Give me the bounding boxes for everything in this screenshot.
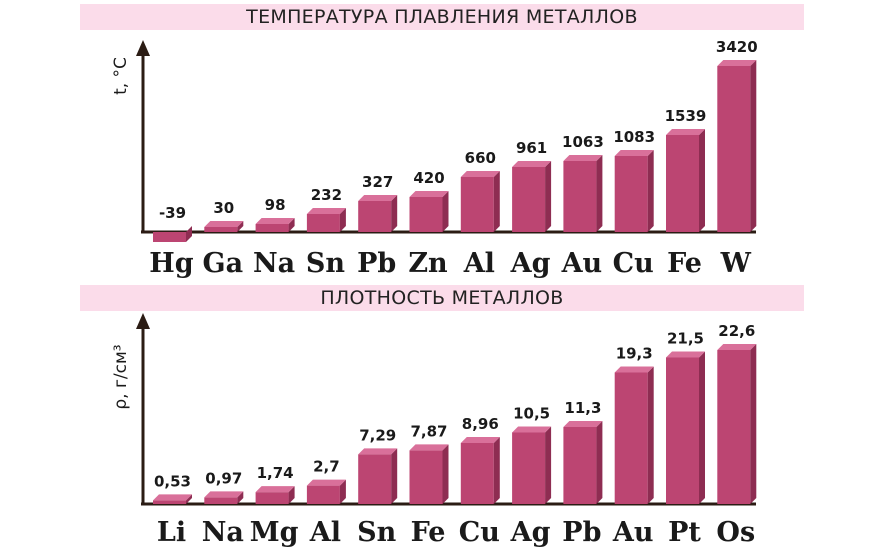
melting-value-label: 3420 (716, 38, 758, 56)
melting-category-label: Al (463, 248, 495, 279)
melting-y-axis-label: t, °C (111, 57, 131, 95)
melting-value-label: 98 (265, 196, 286, 214)
melting-category-label: Hg (149, 248, 194, 279)
melting-value-label: 232 (311, 186, 342, 204)
density-value-label: 2,7 (313, 458, 340, 476)
melting-category-label: Cu (613, 248, 654, 279)
density-category-label: Pb (562, 517, 601, 548)
density-y-axis-label: ρ, г/см³ (111, 344, 131, 409)
density-value-label: 7,87 (410, 422, 447, 440)
chart-title-melting: ТЕМПЕРАТУРА ПЛАВЛЕНИЯ МЕТАЛЛОВ (80, 4, 804, 30)
melting-bar-Pb (358, 195, 398, 232)
density-category-label: Au (612, 517, 654, 548)
melting-value-label: -39 (159, 204, 186, 222)
density-category-label: Ag (510, 517, 551, 548)
melting-bar-Cu (614, 150, 654, 232)
density-bar-Na (204, 491, 244, 504)
melting-category-label: Pb (357, 248, 396, 279)
melting-value-label: 1063 (562, 133, 604, 151)
density-bar-Pb (563, 421, 603, 504)
melting-bar-W (717, 60, 757, 232)
density-value-label: 21,5 (667, 329, 704, 347)
density-bar-Al (306, 479, 346, 504)
density-bar-Pt (666, 351, 705, 504)
density-bar-Os (717, 344, 757, 504)
density-value-label: 8,96 (462, 415, 499, 433)
density-category-label: Cu (459, 517, 500, 548)
melting-value-label: 961 (516, 139, 547, 157)
density-bar-Mg (255, 486, 295, 504)
melting-value-label: 1083 (613, 128, 655, 146)
density-value-label: 7,29 (359, 426, 396, 444)
melting-bar-Fe (666, 129, 705, 232)
melting-category-label: Ga (203, 248, 244, 279)
melting-category-label: Na (253, 248, 295, 279)
density-category-label: Pt (668, 517, 701, 548)
melting-bar-Au (563, 155, 603, 232)
melting-value-label: 660 (465, 149, 496, 167)
density-value-label: 1,74 (257, 464, 294, 482)
density-value-label: 10,5 (513, 404, 550, 422)
density-category-label: Al (309, 517, 341, 548)
melting-value-label: 30 (213, 199, 234, 217)
density-bar-Fe (409, 444, 449, 504)
density-category-label: Li (157, 517, 186, 548)
melting-bar-Sn (306, 208, 346, 232)
density-bar-Ag (512, 426, 552, 504)
melting-value-label: 327 (362, 173, 393, 191)
density-bar-Sn (358, 448, 398, 504)
density-value-label: 22,6 (718, 322, 755, 340)
density-category-label: Os (716, 517, 755, 548)
density-category-label: Fe (411, 517, 446, 548)
melting-category-label: Sn (306, 248, 345, 279)
melting-point-chart: t, °C -39 Hg 30 Ga 98 Na 232 Sn 327 Pb 420 Zn 660 Al 96… (111, 38, 758, 279)
density-chart: ρ, г/см³ 0,53 Li 0,97 Na 1,74 Mg 2,7 Al 7,29 Sn 7,8… (111, 313, 757, 548)
melting-bar-Ga (204, 221, 244, 232)
melting-bar-Zn (409, 191, 449, 232)
density-value-label: 11,3 (564, 399, 601, 417)
density-bar-Cu (460, 436, 500, 504)
melting-y-axis-arrow (136, 40, 150, 56)
density-category-label: Mg (250, 517, 299, 548)
density-bar-Au (614, 366, 654, 504)
melting-bar-Na (255, 218, 295, 232)
melting-value-label: 420 (413, 169, 444, 187)
density-y-axis-arrow (136, 313, 150, 329)
melting-category-label: Zn (408, 248, 448, 279)
density-value-label: 0,53 (154, 472, 191, 490)
melting-value-label: 1539 (665, 107, 707, 125)
density-value-label: 19,3 (616, 344, 653, 362)
melting-category-label: Ag (510, 248, 551, 279)
melting-bar-Hg (153, 226, 192, 242)
density-category-label: Sn (357, 517, 396, 548)
density-value-label: 0,97 (205, 469, 242, 487)
density-bar-Li (153, 494, 192, 504)
melting-category-label: Au (561, 248, 603, 279)
melting-bar-Ag (512, 161, 552, 232)
melting-category-label: W (720, 248, 752, 279)
melting-category-label: Fe (667, 248, 702, 279)
melting-bar-Al (460, 171, 500, 232)
density-category-label: Na (202, 517, 244, 548)
chart-title-density: ПЛОТНОСТЬ МЕТАЛЛОВ (80, 285, 804, 311)
